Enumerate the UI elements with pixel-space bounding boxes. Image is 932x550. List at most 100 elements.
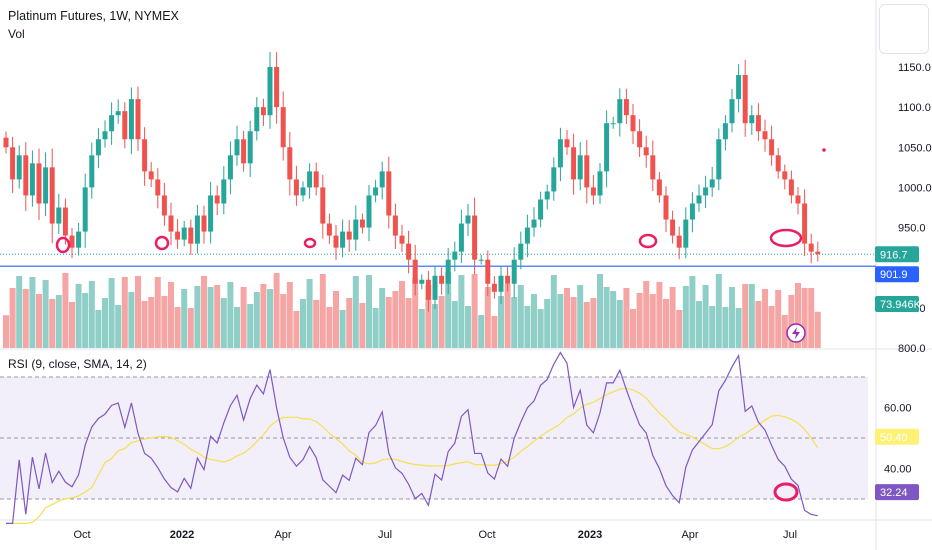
candle-body bbox=[736, 75, 742, 100]
volume-bar bbox=[762, 289, 768, 348]
candle-body bbox=[683, 219, 689, 248]
candle-body bbox=[359, 219, 365, 228]
volume-bar bbox=[597, 274, 603, 348]
volume-bar bbox=[465, 306, 471, 348]
volume-bar bbox=[82, 293, 89, 348]
volume-bar bbox=[95, 310, 102, 348]
volume-bar bbox=[187, 308, 194, 348]
volume-bar bbox=[42, 280, 49, 348]
candle-body bbox=[102, 131, 108, 140]
rsi-tick-label: 40.00 bbox=[884, 464, 912, 476]
candle-body bbox=[254, 107, 260, 132]
candle-body bbox=[399, 235, 405, 244]
volume-bar bbox=[326, 307, 333, 348]
candle-body bbox=[729, 99, 735, 124]
candle-body bbox=[802, 203, 808, 244]
candle-body bbox=[597, 171, 603, 196]
annotation-circle bbox=[154, 235, 170, 251]
volume-bar bbox=[201, 276, 207, 348]
candle-body bbox=[188, 227, 194, 244]
rsi-label: RSI (9, close, SMA, 14, 2) bbox=[8, 357, 147, 371]
volume-bar bbox=[610, 291, 617, 348]
chart-settings-box[interactable] bbox=[879, 4, 929, 54]
candle-body bbox=[148, 171, 154, 180]
volume-bar bbox=[247, 304, 254, 348]
volume-bar bbox=[168, 282, 174, 348]
volume-bar bbox=[372, 308, 379, 348]
volume-bar bbox=[352, 276, 359, 348]
volume-bar bbox=[280, 294, 287, 348]
candle-body bbox=[320, 187, 326, 224]
volume-bar bbox=[788, 295, 795, 348]
price-tick-label: 1050.0 bbox=[898, 142, 932, 154]
volume-bar bbox=[517, 285, 524, 348]
candle-body bbox=[689, 203, 695, 220]
volume-bar bbox=[128, 292, 135, 348]
candle-body bbox=[762, 131, 768, 140]
candle-body bbox=[300, 187, 306, 196]
candle-body bbox=[498, 275, 504, 292]
annotation-circle bbox=[303, 237, 317, 249]
candle-body bbox=[168, 215, 174, 232]
annotation-circle bbox=[769, 228, 803, 248]
candle-body bbox=[142, 139, 148, 172]
volume-bar bbox=[537, 309, 544, 348]
volume-bar bbox=[471, 274, 478, 348]
chart-title: Platinum Futures, 1W, NYMEX bbox=[8, 9, 179, 23]
time-tick-label: Apr bbox=[274, 529, 291, 541]
candle-body bbox=[333, 235, 339, 248]
volume-bar bbox=[154, 277, 161, 348]
volume-bar bbox=[22, 289, 29, 348]
volume-bar bbox=[319, 274, 326, 348]
volume-bar bbox=[385, 297, 392, 348]
candle-body bbox=[610, 123, 616, 125]
candle-body bbox=[788, 179, 794, 196]
volume-bar bbox=[102, 298, 108, 348]
candle-body bbox=[795, 195, 801, 204]
support-badge: 901.9 bbox=[880, 269, 908, 281]
volume-bar bbox=[286, 282, 293, 348]
volume-bar bbox=[49, 299, 56, 348]
volume-bar bbox=[616, 300, 623, 348]
candle-body bbox=[227, 155, 233, 180]
volume-bar bbox=[478, 315, 485, 348]
volume-bar bbox=[379, 288, 386, 348]
volume-bar bbox=[141, 301, 148, 348]
volume-bar bbox=[590, 298, 597, 348]
volume-bar bbox=[29, 277, 36, 348]
annotation-dot bbox=[822, 148, 826, 152]
time-tick-label: Jul bbox=[378, 529, 392, 541]
candle-body bbox=[478, 259, 484, 261]
volume-bar bbox=[9, 288, 16, 348]
volume-bar bbox=[405, 298, 412, 348]
candle-body bbox=[89, 155, 95, 188]
annotation-circle bbox=[638, 233, 658, 249]
volume-bar bbox=[346, 298, 353, 348]
volume-bar bbox=[438, 296, 445, 348]
candle-body bbox=[62, 207, 68, 236]
volume-bar bbox=[755, 301, 762, 348]
candle-body bbox=[425, 279, 431, 300]
candle-body bbox=[340, 231, 346, 248]
volume-bar bbox=[570, 297, 577, 348]
volume-bar bbox=[603, 287, 610, 348]
candle-body bbox=[703, 187, 709, 196]
candle-body bbox=[36, 163, 42, 204]
last-price-badge-bg bbox=[875, 246, 919, 263]
volume-bar bbox=[115, 305, 122, 348]
candle-body bbox=[326, 223, 332, 236]
annotation-circle bbox=[55, 236, 71, 254]
candle-body bbox=[749, 115, 755, 124]
candle-body bbox=[696, 195, 702, 204]
volume-bar bbox=[636, 293, 643, 348]
candle-body bbox=[472, 215, 478, 260]
candle-body bbox=[313, 171, 319, 188]
candle-body bbox=[181, 227, 187, 240]
volume-bar bbox=[194, 286, 201, 348]
candle-body bbox=[353, 219, 359, 240]
candle-body bbox=[161, 195, 167, 216]
candle-body bbox=[115, 111, 121, 116]
candle-body bbox=[29, 163, 35, 196]
volume-bar bbox=[531, 294, 537, 348]
volume-bar bbox=[511, 297, 518, 348]
